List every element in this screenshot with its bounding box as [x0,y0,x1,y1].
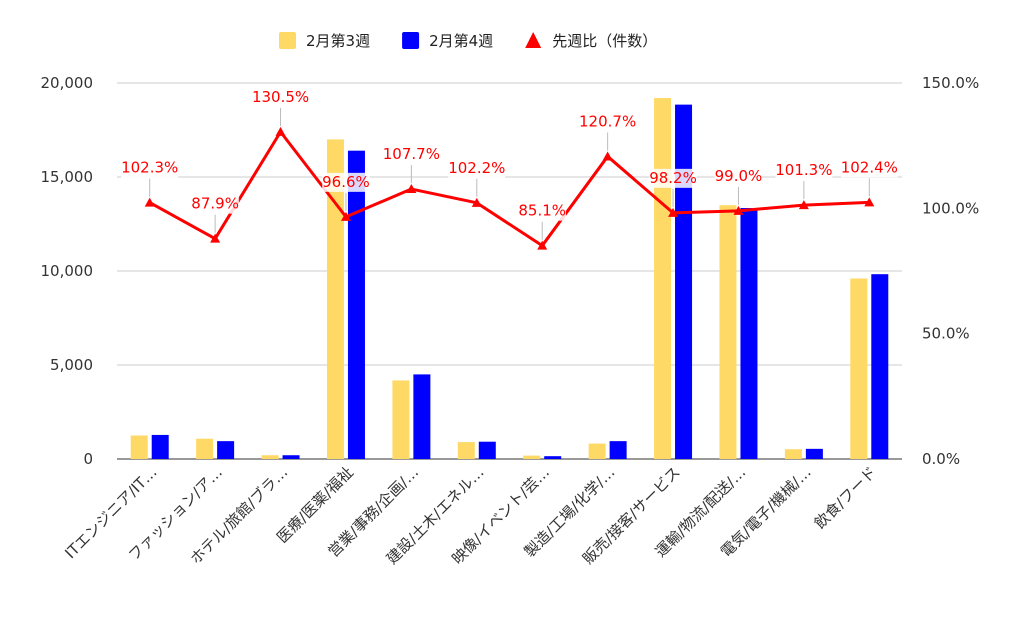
ratio-point-marker [406,184,417,194]
bar-week4 [347,150,365,459]
data-label-bg [252,87,310,107]
legend-label: 2月第3週 [306,32,370,50]
legend-swatch [279,32,296,49]
ratio-data-label: 87.9% [191,195,239,213]
gridlines [117,82,902,460]
bar-week4 [282,455,300,459]
data-label-bg [840,158,898,178]
bar-week3 [654,98,672,459]
left-tick-label: 20,000 [41,74,94,92]
ratio-data-label: 98.2% [649,169,697,187]
bar-week3 [588,443,606,459]
bar-week3 [850,278,868,459]
ratio-data-label: 120.7% [579,112,636,130]
ratio-point-marker [668,207,679,217]
bar-week3 [196,438,214,459]
data-label-bg [191,194,239,214]
data-label-bg [649,168,697,188]
bar-week3 [326,139,344,459]
left-tick-label: 10,000 [41,262,94,280]
left-tick-label: 0 [83,450,93,468]
bar-week4 [478,441,496,459]
ratio-data-label: 102.2% [448,159,505,177]
ratio-point-marker [340,211,351,221]
bar-week3 [130,435,148,459]
left-tick-label: 15,000 [41,168,94,186]
ratio-data-label: 107.7% [383,145,440,163]
bar-week3 [392,380,410,459]
ratio-data-label: 85.1% [518,202,566,220]
left-tick-label: 5,000 [50,356,93,374]
data-label-bg [322,172,370,192]
ratio-point-marker [275,126,286,136]
ratio-point-marker [733,205,744,215]
bar-week3 [261,455,279,459]
legend-label: 先週比（件数） [552,32,657,50]
category-label: 飲食/フード [811,463,880,532]
data-label-bg [579,112,637,132]
ratio-point-marker [471,197,482,207]
legend-triangle-icon [525,32,542,48]
ratio-line [144,126,875,250]
data-label-bg [714,166,763,186]
bar-week3 [457,442,475,459]
ratio-point-marker [210,233,221,243]
ratio-series-line [148,130,870,248]
bar-week4 [871,274,889,459]
ratio-data-label: 102.4% [841,158,898,176]
right-axis-ticks: 0.0% 50.0% 100.0% 150.0% [922,74,979,468]
ratio-point-marker [864,197,875,207]
data-labels: 102.3% 87.9% 130.5% 96.6% 107.7% 102.2% 85.1% 1… [121,87,898,240]
right-tick-label: 0.0% [922,450,960,468]
category-labels: ITエンジニア/IT…ファッション/ア…ホテル/旅館/ブラ…医療/医薬/福祉営業… [61,463,880,568]
data-label-bg [121,158,179,178]
bar-week4 [544,456,562,459]
legend: 2月第3週 2月第4週 先週比（件数） [279,32,657,50]
data-label-bg [518,201,566,221]
ratio-point-marker [144,197,155,207]
ratio-data-label: 130.5% [252,88,309,106]
bar-week4 [413,374,431,459]
ratio-data-label: 101.3% [775,161,832,179]
bar-week4 [217,441,235,459]
right-tick-label: 50.0% [922,325,970,343]
ratio-point-marker [602,151,613,161]
bar-week4 [609,441,627,459]
bar-week3 [784,449,802,459]
data-label-bg [382,145,440,165]
ratio-point-marker [798,200,809,210]
ratio-data-label: 102.3% [121,159,178,177]
ratio-point-marker [537,240,548,250]
data-label-bg [448,158,506,178]
legend-swatch [402,32,420,49]
bar-week4 [805,448,823,459]
bar-week3 [719,205,737,459]
bar-week4 [675,104,693,460]
legend-label: 2月第4週 [429,32,493,50]
bar-week4 [740,208,758,459]
left-axis-ticks: 0 5,000 10,000 15,000 20,000 [41,74,94,468]
bars [130,98,889,460]
right-tick-label: 100.0% [922,199,979,217]
right-tick-label: 150.0% [922,74,979,92]
bar-week3 [523,455,541,459]
ratio-data-label: 99.0% [715,167,763,185]
ratio-data-label: 96.6% [322,173,370,191]
data-label-bg [775,161,833,181]
bar-week4 [151,434,169,459]
